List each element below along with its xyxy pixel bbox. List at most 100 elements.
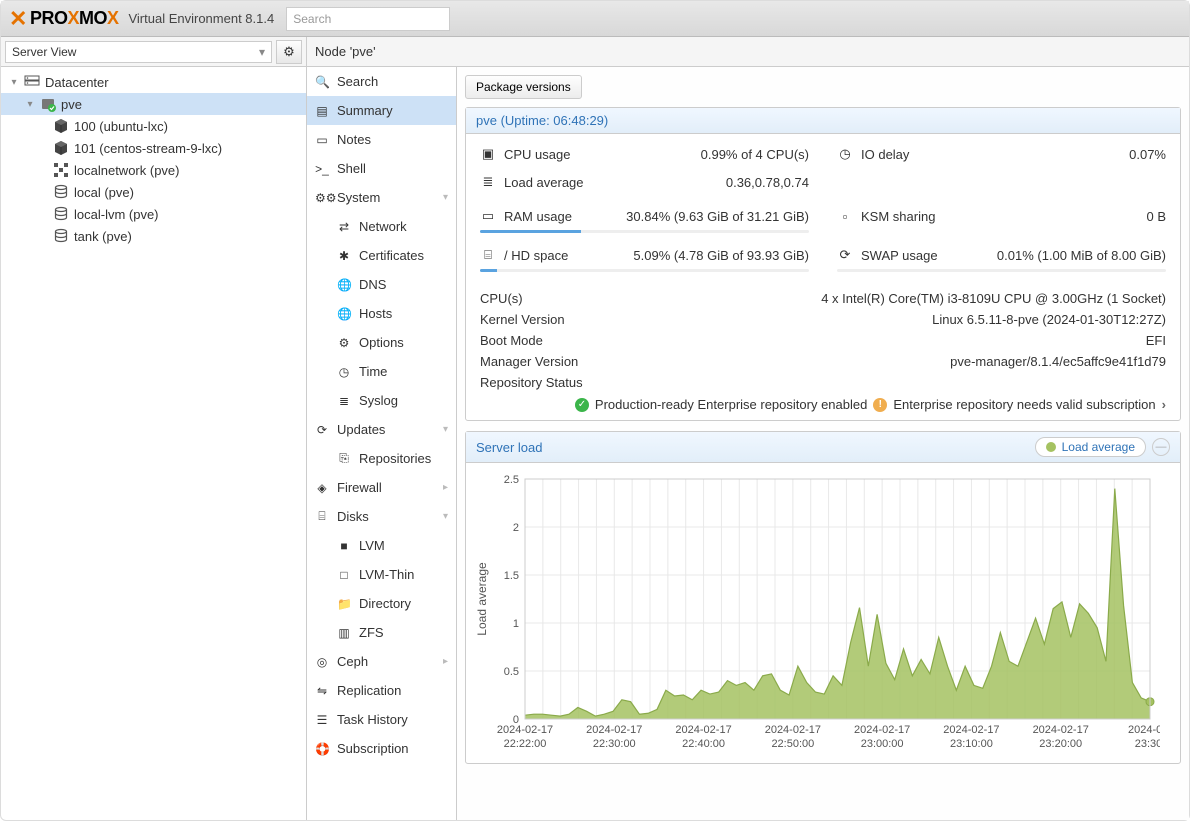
svg-text:1.5: 1.5 <box>504 570 519 582</box>
sidemenu-search[interactable]: 🔍Search <box>307 67 456 96</box>
cogs-icon: ⚙⚙ <box>315 191 329 205</box>
repl-icon: ⇋ <box>315 684 329 698</box>
info-row: Manager Versionpve-manager/8.1.4/ec5affc… <box>480 351 1166 372</box>
sidemenu-system[interactable]: ⚙⚙System▾ <box>307 183 456 212</box>
sidemenu-summary[interactable]: ▤Summary <box>307 96 456 125</box>
sidemenu-shell[interactable]: >_Shell <box>307 154 456 183</box>
summary-title: pve (Uptime: 06:48:29) <box>476 113 608 128</box>
support-icon: 🛟 <box>315 742 329 756</box>
cog-icon: ⚙ <box>337 336 351 350</box>
sidemenu-certificates[interactable]: ✱Certificates <box>307 241 456 270</box>
cube-icon <box>53 140 69 156</box>
net-icon <box>53 162 69 178</box>
stat-io-delay: ◷ IO delay0.07% <box>837 142 1166 166</box>
node-header: Node 'pve' <box>307 37 1189 67</box>
ram-icon: ▭ <box>480 208 496 224</box>
load-icon: ≣ <box>480 174 496 190</box>
tree-item[interactable]: local-lvm (pve) <box>1 203 306 225</box>
server-load-panel: Server load Load average — 00.511.522.52… <box>465 431 1181 764</box>
folder-icon: 📁 <box>337 597 351 611</box>
sidemenu-notes[interactable]: ▭Notes <box>307 125 456 154</box>
view-selector[interactable]: Server View▾ <box>5 41 272 63</box>
sq-icon: ■ <box>337 539 351 553</box>
tree-item[interactable]: 100 (ubuntu-lxc) <box>1 115 306 137</box>
globe-icon: 🌐 <box>337 278 351 292</box>
svg-text:22:30:00: 22:30:00 <box>593 738 636 750</box>
tree-item[interactable]: 101 (centos-stream-9-lxc) <box>1 137 306 159</box>
sidemenu-dns[interactable]: 🌐DNS <box>307 270 456 299</box>
tree-item[interactable]: tank (pve) <box>1 225 306 247</box>
svg-text:23:30:: 23:30: <box>1135 738 1160 750</box>
sidemenu-subscription[interactable]: 🛟Subscription <box>307 734 456 763</box>
sidemenu-options[interactable]: ⚙Options <box>307 328 456 357</box>
tree-item[interactable]: localnetwork (pve) <box>1 159 306 181</box>
sidemenu-repositories[interactable]: ⎘Repositories <box>307 444 456 473</box>
svg-text:2024-02-17: 2024-02-17 <box>675 724 731 736</box>
tree-item[interactable]: local (pve) <box>1 181 306 203</box>
cube-icon <box>53 118 69 134</box>
repo-icon: ⎘ <box>337 451 351 466</box>
sidemenu-updates[interactable]: ⟳Updates▾ <box>307 415 456 444</box>
netif-icon: ⇄ <box>337 220 351 234</box>
svg-text:2024-02-17: 2024-02-17 <box>1033 724 1089 736</box>
tree-node-pve[interactable]: ▾ pve <box>1 93 306 115</box>
ksm-icon: ▫ <box>837 209 853 224</box>
svg-text:1: 1 <box>513 618 519 630</box>
svg-text:2024-02-: 2024-02- <box>1128 724 1160 736</box>
db-icon <box>53 184 69 200</box>
refresh-icon: ⟳ <box>315 423 329 437</box>
svg-text:2: 2 <box>513 522 519 534</box>
chart-close-icon[interactable]: — <box>1152 438 1170 456</box>
svg-text:2024-02-17: 2024-02-17 <box>586 724 642 736</box>
stat--hd-space: ⌸ / HD space5.09% (4.78 GiB of 93.93 GiB… <box>480 243 809 267</box>
shell-icon: >_ <box>315 162 329 176</box>
sidemenu-zfs[interactable]: ▥ZFS <box>307 618 456 647</box>
svg-text:23:00:00: 23:00:00 <box>861 738 904 750</box>
note-icon: ▭ <box>315 133 329 147</box>
svg-text:2024-02-17: 2024-02-17 <box>497 724 553 736</box>
stat-swap-usage: ⟳ SWAP usage0.01% (1.00 MiB of 8.00 GiB) <box>837 243 1166 267</box>
package-versions-button[interactable]: Package versions <box>465 75 582 99</box>
tasks-icon: ☰ <box>315 713 329 727</box>
tree-datacenter[interactable]: ▾ Datacenter <box>1 71 306 93</box>
sidemenu-replication[interactable]: ⇋Replication <box>307 676 456 705</box>
svg-text:Load average: Load average <box>475 562 489 636</box>
search-icon: 🔍 <box>315 75 329 89</box>
resource-tree: ▾ Datacenter ▾ pve 100 (ubuntu-lxc)101 (… <box>1 67 306 820</box>
stat-ram-usage: ▭ RAM usage30.84% (9.63 GiB of 31.21 GiB… <box>480 204 809 228</box>
chart-legend[interactable]: Load average <box>1035 437 1146 457</box>
globe-icon: 🌐 <box>337 307 351 321</box>
sidemenu-hosts[interactable]: 🌐Hosts <box>307 299 456 328</box>
sidemenu-task-history[interactable]: ☰Task History <box>307 705 456 734</box>
info-row: Kernel VersionLinux 6.5.11-8-pve (2024-0… <box>480 309 1166 330</box>
sidemenu-syslog[interactable]: ≣Syslog <box>307 386 456 415</box>
product-version: Virtual Environment 8.1.4 <box>128 11 274 26</box>
svg-text:22:22:00: 22:22:00 <box>504 738 547 750</box>
svg-text:2024-02-17: 2024-02-17 <box>765 724 821 736</box>
sidemenu-ceph[interactable]: ◎Ceph▸ <box>307 647 456 676</box>
svg-text:0.5: 0.5 <box>504 666 519 678</box>
ceph-icon: ◎ <box>315 655 329 669</box>
sidemenu-lvm-thin[interactable]: □LVM-Thin <box>307 560 456 589</box>
stat-ksm-sharing: ▫ KSM sharing0 B <box>837 204 1166 228</box>
clock-icon: ◷ <box>837 146 853 162</box>
stat-cpu-usage: ▣ CPU usage0.99% of 4 CPU(s) <box>480 142 809 166</box>
sidemenu-network[interactable]: ⇄Network <box>307 212 456 241</box>
server-icon <box>40 96 56 112</box>
check-icon: ✓ <box>575 398 589 412</box>
sidemenu-directory[interactable]: 📁Directory <box>307 589 456 618</box>
global-search-input[interactable]: Search <box>286 7 450 31</box>
th-icon: ▥ <box>337 626 351 640</box>
sidemenu-time[interactable]: ◷Time <box>307 357 456 386</box>
cpu-icon: ▣ <box>480 146 496 162</box>
syslog-icon: ≣ <box>337 394 351 408</box>
cert-icon: ✱ <box>337 249 351 263</box>
chart-title: Server load <box>476 440 542 455</box>
view-settings-button[interactable]: ⚙ <box>276 40 302 64</box>
swap-icon: ⟳ <box>837 247 853 263</box>
db-icon <box>53 206 69 222</box>
sidemenu-disks[interactable]: ⌸Disks▾ <box>307 502 456 531</box>
sidemenu-firewall[interactable]: ◈Firewall▸ <box>307 473 456 502</box>
sidemenu-lvm[interactable]: ■LVM <box>307 531 456 560</box>
clock-icon: ◷ <box>337 365 351 379</box>
